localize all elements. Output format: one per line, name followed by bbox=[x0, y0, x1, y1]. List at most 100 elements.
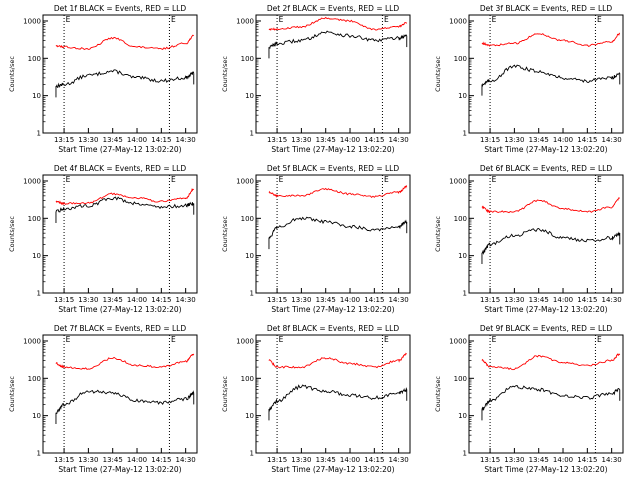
events-series-line bbox=[55, 196, 195, 213]
detector-chart: Det 7f BLACK = Events, RED = LLD 1 10 100 10… bbox=[0, 320, 213, 480]
x-tick-label: 14:00 bbox=[340, 136, 360, 144]
plot-frame bbox=[468, 334, 624, 454]
chart-svg: Det 7f BLACK = Events, RED = LLD 1 10 100 10… bbox=[8, 324, 198, 474]
x-tick-label: 13:30 bbox=[291, 456, 311, 464]
y-axis-label: Counts/sec bbox=[221, 376, 229, 412]
x-tick-label: 14:00 bbox=[340, 296, 360, 304]
y-tick-label: 100 bbox=[241, 55, 254, 63]
lld-series-line bbox=[55, 353, 195, 370]
y-tick-label: 10 bbox=[245, 412, 254, 420]
x-tick-label: 13:15 bbox=[54, 456, 74, 464]
x-tick-label: 14:30 bbox=[602, 456, 622, 464]
x-tick-label: 13:45 bbox=[316, 136, 336, 144]
event-marker-label: E bbox=[171, 175, 176, 184]
x-tick-label: 13:45 bbox=[103, 296, 123, 304]
chart-svg: Det 3f BLACK = Events, RED = LLD 1 10 100 10… bbox=[434, 4, 624, 154]
plot-frame bbox=[255, 14, 411, 134]
detector-chart: Det 9f BLACK = Events, RED = LLD 1 10 100 10… bbox=[426, 320, 639, 480]
detector-chart: Det 4f BLACK = Events, RED = LLD 1 10 100 10… bbox=[0, 160, 213, 320]
y-tick-label: 1 bbox=[250, 290, 254, 298]
event-marker-label: E bbox=[66, 335, 71, 344]
chart-svg: Det 1f BLACK = Events, RED = LLD 1 10 100 10… bbox=[8, 4, 198, 154]
y-tick-label: 10 bbox=[245, 92, 254, 100]
y-axis-label: Counts/sec bbox=[221, 56, 229, 92]
x-tick-label: 13:15 bbox=[480, 456, 500, 464]
x-tick-label: 14:15 bbox=[364, 456, 384, 464]
events-series-line bbox=[481, 384, 621, 411]
x-tick-label: 13:15 bbox=[54, 296, 74, 304]
y-tick-label: 1 bbox=[250, 130, 254, 138]
y-tick-label: 1 bbox=[37, 450, 41, 458]
x-tick-label: 13:15 bbox=[54, 136, 74, 144]
event-marker-label: E bbox=[597, 335, 602, 344]
x-tick-label: 13:15 bbox=[267, 136, 287, 144]
events-series-line bbox=[268, 30, 408, 49]
plot-frame bbox=[42, 334, 198, 454]
plot-frame bbox=[42, 174, 198, 294]
y-tick-label: 100 bbox=[28, 375, 41, 383]
x-tick-label: 13:30 bbox=[291, 136, 311, 144]
plot-frame bbox=[42, 14, 198, 134]
chart-svg: Det 4f BLACK = Events, RED = LLD 1 10 100 10… bbox=[8, 164, 198, 314]
x-tick-label: 13:30 bbox=[78, 296, 98, 304]
detector-chart: Det 8f BLACK = Events, RED = LLD 1 10 100 10… bbox=[213, 320, 426, 480]
lld-series-line bbox=[481, 197, 620, 214]
x-axis-label: Start Time (27-May-12 13:02:20) bbox=[484, 305, 607, 314]
x-tick-label: 13:15 bbox=[480, 136, 500, 144]
x-tick-label: 13:45 bbox=[103, 136, 123, 144]
x-tick-label: 14:15 bbox=[364, 136, 384, 144]
lld-series-line bbox=[268, 184, 408, 199]
x-axis-label: Start Time (27-May-12 13:02:20) bbox=[484, 465, 607, 474]
y-tick-label: 10 bbox=[458, 412, 467, 420]
x-tick-label: 13:30 bbox=[291, 296, 311, 304]
plot-frame bbox=[468, 174, 624, 294]
event-marker-label: E bbox=[279, 175, 284, 184]
chart-svg: Det 6f BLACK = Events, RED = LLD 1 10 100 10… bbox=[434, 164, 624, 314]
x-tick-label: 13:45 bbox=[529, 136, 549, 144]
events-series-line bbox=[481, 227, 621, 255]
y-axis-label: Counts/sec bbox=[434, 56, 442, 92]
x-tick-label: 14:15 bbox=[364, 296, 384, 304]
y-axis-label: Counts/sec bbox=[8, 216, 16, 252]
y-tick-label: 100 bbox=[454, 375, 467, 383]
y-tick-label: 100 bbox=[454, 55, 467, 63]
x-axis-label: Start Time (27-May-12 13:02:20) bbox=[271, 305, 394, 314]
y-tick-label: 1000 bbox=[449, 337, 467, 345]
x-tick-label: 14:30 bbox=[176, 456, 196, 464]
chart-title: Det 2f BLACK = Events, RED = LLD bbox=[267, 4, 400, 13]
x-tick-label: 13:45 bbox=[529, 296, 549, 304]
lld-series-line bbox=[55, 34, 195, 51]
x-tick-label: 14:00 bbox=[553, 456, 573, 464]
chart-svg: Det 5f BLACK = Events, RED = LLD 1 10 100 10… bbox=[221, 164, 411, 314]
x-axis-label: Start Time (27-May-12 13:02:20) bbox=[271, 465, 394, 474]
x-tick-label: 13:30 bbox=[78, 136, 98, 144]
x-tick-label: 14:30 bbox=[389, 136, 409, 144]
x-tick-label: 14:15 bbox=[151, 296, 171, 304]
plot-frame bbox=[255, 174, 411, 294]
x-tick-label: 13:45 bbox=[103, 456, 123, 464]
chart-title: Det 3f BLACK = Events, RED = LLD bbox=[480, 4, 613, 13]
events-series-line bbox=[268, 216, 408, 239]
y-tick-label: 10 bbox=[458, 252, 467, 260]
y-axis-label: Counts/sec bbox=[434, 376, 442, 412]
y-axis-label: Counts/sec bbox=[8, 56, 16, 92]
lld-series-line bbox=[268, 16, 408, 31]
x-tick-label: 13:45 bbox=[316, 296, 336, 304]
y-tick-label: 100 bbox=[241, 215, 254, 223]
x-tick-label: 14:15 bbox=[577, 136, 597, 144]
events-series-line bbox=[268, 384, 408, 413]
event-marker-label: E bbox=[384, 335, 389, 344]
y-axis-label: Counts/sec bbox=[8, 376, 16, 412]
detector-chart: Det 2f BLACK = Events, RED = LLD 1 10 100 10… bbox=[213, 0, 426, 160]
chart-title: Det 4f BLACK = Events, RED = LLD bbox=[54, 164, 187, 173]
detector-chart: Det 3f BLACK = Events, RED = LLD 1 10 100 10… bbox=[426, 0, 639, 160]
y-tick-label: 10 bbox=[32, 412, 41, 420]
x-tick-label: 14:00 bbox=[553, 136, 573, 144]
y-tick-label: 1000 bbox=[236, 337, 254, 345]
y-tick-label: 1000 bbox=[23, 177, 41, 185]
lld-series-line bbox=[55, 188, 194, 206]
event-marker-label: E bbox=[384, 15, 389, 24]
chart-svg: Det 2f BLACK = Events, RED = LLD 1 10 100 10… bbox=[221, 4, 411, 154]
y-tick-label: 1000 bbox=[236, 17, 254, 25]
